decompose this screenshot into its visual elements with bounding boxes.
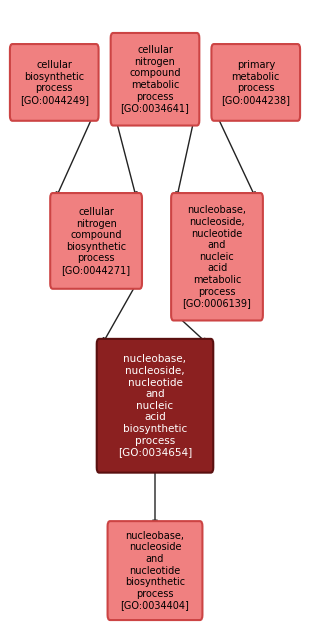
FancyBboxPatch shape	[211, 44, 300, 121]
FancyBboxPatch shape	[108, 521, 202, 620]
Text: nucleobase,
nucleoside,
nucleotide
and
nucleic
acid
metabolic
process
[GO:000613: nucleobase, nucleoside, nucleotide and n…	[183, 205, 251, 308]
FancyBboxPatch shape	[97, 339, 213, 473]
FancyBboxPatch shape	[171, 193, 263, 321]
Text: nucleobase,
nucleoside,
nucleotide
and
nucleic
acid
biosynthetic
process
[GO:003: nucleobase, nucleoside, nucleotide and n…	[118, 354, 192, 457]
Text: cellular
nitrogen
compound
metabolic
process
[GO:0034641]: cellular nitrogen compound metabolic pro…	[121, 45, 189, 113]
FancyBboxPatch shape	[50, 193, 142, 289]
Text: primary
metabolic
process
[GO:0044238]: primary metabolic process [GO:0044238]	[221, 60, 290, 105]
Text: cellular
biosynthetic
process
[GO:0044249]: cellular biosynthetic process [GO:004424…	[20, 60, 89, 105]
FancyBboxPatch shape	[10, 44, 99, 121]
Text: cellular
nitrogen
compound
biosynthetic
process
[GO:0044271]: cellular nitrogen compound biosynthetic …	[62, 207, 131, 275]
FancyBboxPatch shape	[111, 33, 199, 126]
Text: nucleobase,
nucleoside
and
nucleotide
biosynthetic
process
[GO:0034404]: nucleobase, nucleoside and nucleotide bi…	[121, 531, 189, 611]
